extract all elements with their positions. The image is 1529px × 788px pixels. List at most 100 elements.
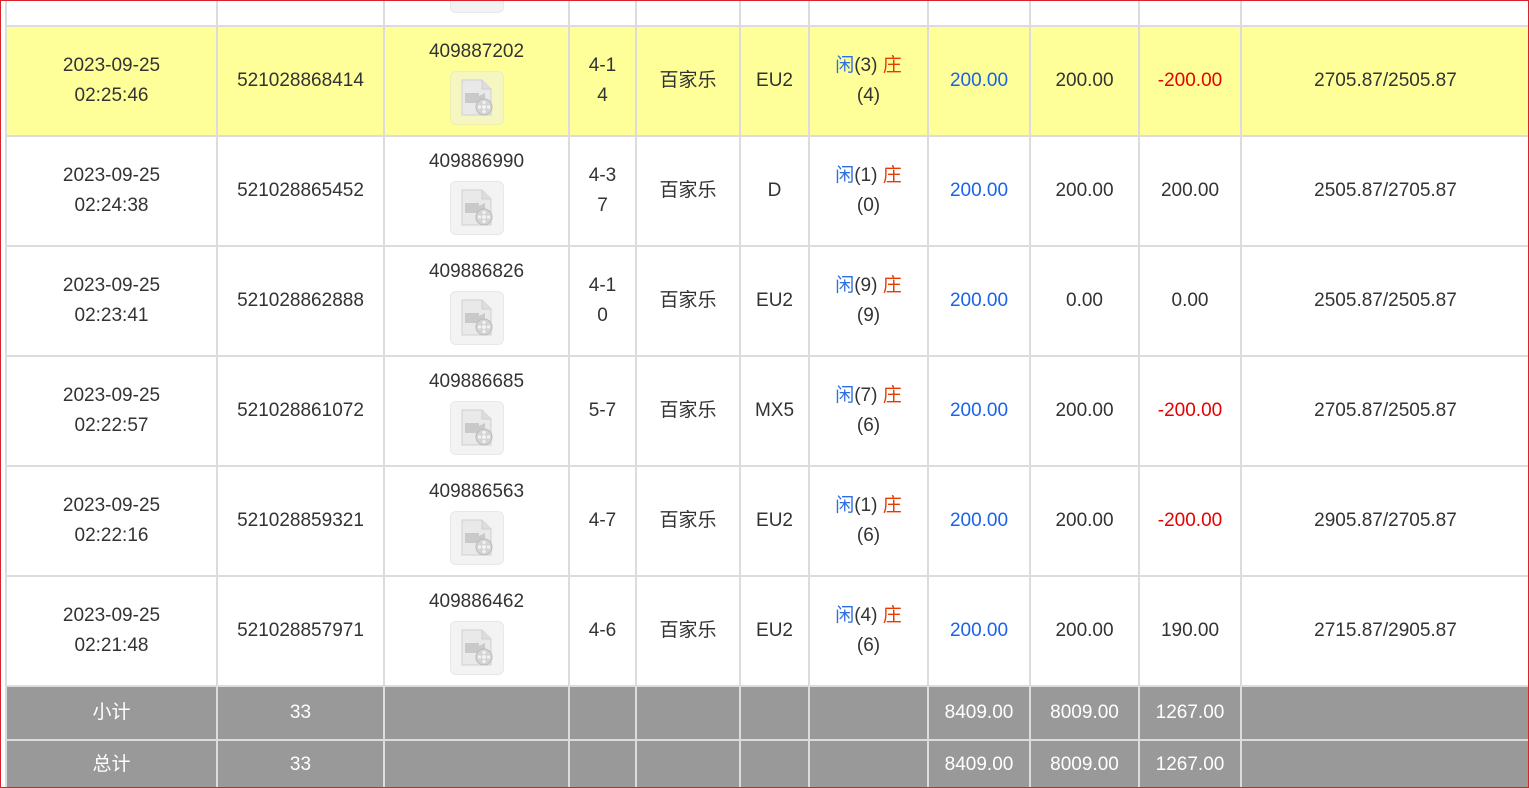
bet-clock: 02:23:41 (74, 305, 149, 326)
video-replay-icon[interactable] (449, 401, 504, 455)
bet-id: 521028857971 (216, 575, 385, 687)
bet-amount: 200.00 (927, 25, 1031, 137)
game-name: 百家乐 (635, 245, 741, 357)
banker-score: (4) (856, 85, 881, 106)
round-cell: 409886462 (383, 575, 570, 687)
round-id: 409886462 (428, 591, 525, 612)
bet-clock: 02:24:38 (74, 195, 149, 216)
bet-time: 2023-09-25 02:23:41 (5, 245, 218, 357)
win-loss (1138, 0, 1242, 27)
table-name: EU2 (739, 25, 810, 137)
video-replay-icon[interactable] (449, 291, 504, 345)
game-result: 闲(9) 庄 (9) (808, 245, 929, 357)
balance: 2705.87/2505.87 (1240, 25, 1529, 137)
shoe-number: 4-6 (568, 575, 637, 687)
banker-score: (9) (856, 305, 881, 326)
balance: 2715.87/2905.87 (1240, 575, 1529, 687)
valid-bet: 200.00 (1029, 465, 1140, 577)
bet-date: 2023-09-25 (62, 385, 161, 406)
win-loss: 190.00 (1138, 575, 1242, 687)
bet-id: 521028862888 (216, 245, 385, 357)
valid-bet: 200.00 (1029, 135, 1140, 247)
round-cell: 409886990 (383, 135, 570, 247)
bet-time: 2023-09-25 02:22:16 (5, 465, 218, 577)
table-row (5, 0, 1529, 27)
balance: 2705.87/2505.87 (1240, 355, 1529, 467)
bet-time: 2023-09-25 02:21:48 (5, 575, 218, 687)
round-cell: 409886826 (383, 245, 570, 357)
table-name: EU2 (739, 465, 810, 577)
table-row: 2023-09-25 02:24:38 521028865452 409886990 4… (5, 135, 1529, 247)
round-id: 409886990 (428, 151, 525, 172)
player-label: 闲 (835, 495, 855, 516)
table-name (739, 0, 810, 27)
game-name: 百家乐 (635, 575, 741, 687)
win-loss: -200.00 (1138, 465, 1242, 577)
banker-label: 庄 (882, 165, 902, 186)
player-score: (3) (854, 55, 878, 76)
balance: 2505.87/2705.87 (1240, 135, 1529, 247)
player-label: 闲 (835, 55, 855, 76)
player-score: (1) (854, 495, 878, 516)
round-id: 409887202 (428, 41, 525, 62)
bet-id: 521028868414 (216, 25, 385, 137)
bet-date: 2023-09-25 (62, 275, 161, 296)
valid-bet: 0.00 (1029, 245, 1140, 357)
game-name: 百家乐 (635, 465, 741, 577)
player-score: (4) (854, 605, 878, 626)
game-name: 百家乐 (635, 25, 741, 137)
shoe-number: 4-14 (568, 25, 637, 137)
video-replay-icon[interactable] (449, 71, 504, 125)
bet-clock: 02:25:46 (74, 85, 149, 106)
bet-time: 2023-09-25 02:24:38 (5, 135, 218, 247)
game-result: 闲(1) 庄 (6) (808, 465, 929, 577)
shoe-number: 5-7 (568, 355, 637, 467)
video-replay-icon[interactable] (449, 621, 504, 675)
win-loss: 0.00 (1138, 245, 1242, 357)
video-replay-icon[interactable] (449, 511, 504, 565)
player-score: (1) (854, 165, 878, 186)
bet-amount: 200.00 (927, 135, 1031, 247)
subtotal-row: 小计 33 8409.00 8009.00 1267.00 (5, 685, 1529, 741)
total-label: 总计 (5, 739, 218, 788)
player-label: 闲 (835, 165, 855, 186)
table-row: 2023-09-25 02:21:48 521028857971 409886462 4… (5, 575, 1529, 687)
valid-bet: 200.00 (1029, 575, 1140, 687)
win-loss: -200.00 (1138, 25, 1242, 137)
video-replay-icon[interactable] (449, 181, 504, 235)
bet-amount: 200.00 (927, 575, 1031, 687)
total-bet: 8409.00 (927, 739, 1031, 788)
round-cell: 409886563 (383, 465, 570, 577)
shoe-number (568, 0, 637, 27)
banker-score: (6) (856, 635, 881, 656)
valid-bet: 200.00 (1029, 355, 1140, 467)
video-replay-icon[interactable] (449, 0, 504, 13)
subtotal-bet: 8409.00 (927, 685, 1031, 741)
round-id: 409886685 (428, 371, 525, 392)
game-name (635, 0, 741, 27)
player-score: (9) (854, 275, 878, 296)
win-loss: -200.00 (1138, 355, 1242, 467)
player-label: 闲 (835, 275, 855, 296)
player-score: (7) (854, 385, 878, 406)
bet-time: 2023-09-25 02:25:46 (5, 25, 218, 137)
bet-amount: 200.00 (927, 245, 1031, 357)
balance (1240, 0, 1529, 27)
game-result: 闲(1) 庄 (0) (808, 135, 929, 247)
banker-label: 庄 (882, 385, 902, 406)
banker-label: 庄 (882, 275, 902, 296)
banker-score: (6) (856, 415, 881, 436)
bet-time (5, 0, 218, 27)
round-cell: 409886685 (383, 355, 570, 467)
balance: 2505.87/2505.87 (1240, 245, 1529, 357)
balance: 2905.87/2705.87 (1240, 465, 1529, 577)
table-row: 2023-09-25 02:22:16 521028859321 409886563 4… (5, 465, 1529, 577)
total-row: 总计 33 8409.00 8009.00 1267.00 (5, 739, 1529, 788)
round-cell: 409887202 (383, 25, 570, 137)
valid-bet: 200.00 (1029, 25, 1140, 137)
round-cell (383, 0, 570, 27)
player-label: 闲 (835, 385, 855, 406)
shoe-number: 4-37 (568, 135, 637, 247)
total-count: 33 (216, 739, 385, 788)
bet-records-table: 2023-09-25 02:25:46 521028868414 409887202 4… (5, 0, 1529, 788)
